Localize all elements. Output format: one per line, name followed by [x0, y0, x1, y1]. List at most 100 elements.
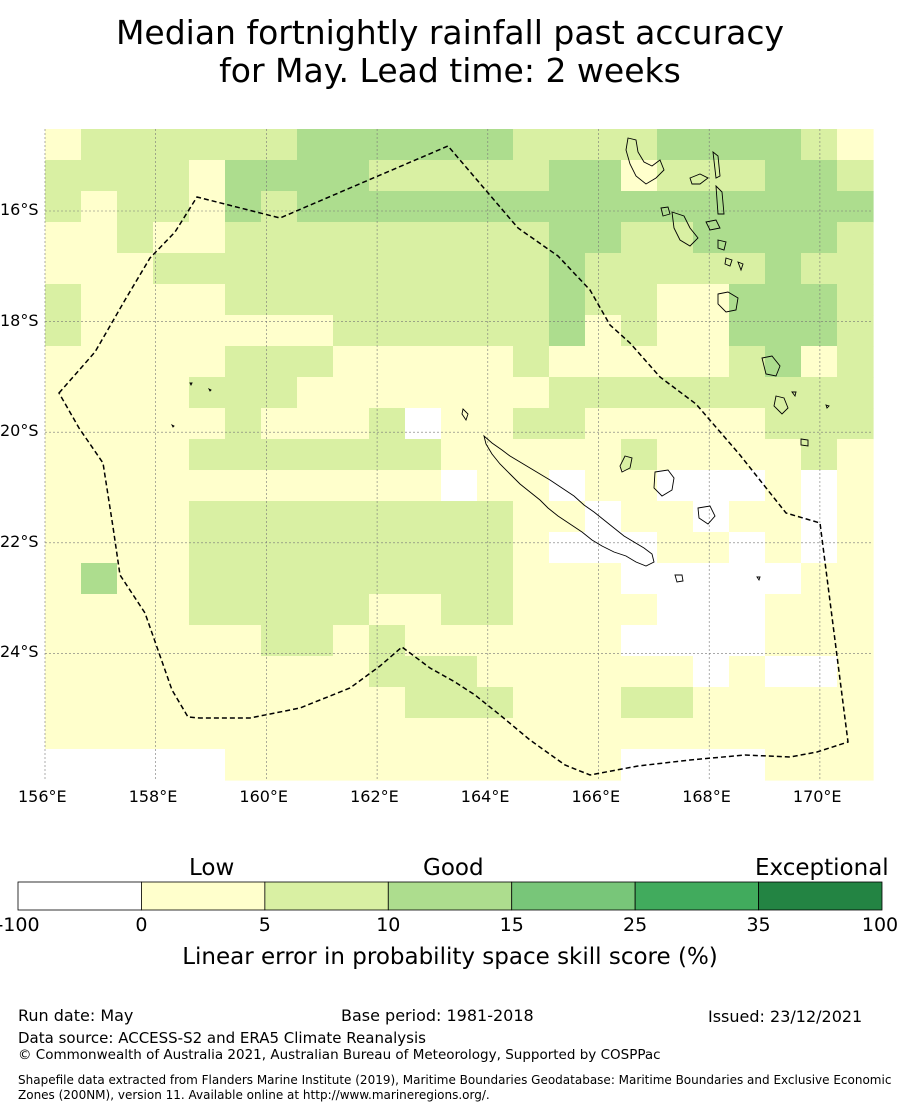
mare-outline — [697, 505, 716, 525]
skill-cell — [513, 408, 550, 440]
skill-cell — [801, 253, 838, 285]
x-tick-label: 166°E — [571, 787, 621, 806]
skill-cell — [45, 470, 82, 502]
skill-cell — [261, 191, 298, 223]
skill-cell — [369, 563, 406, 595]
skill-cell — [153, 718, 190, 750]
skill-cell — [837, 191, 874, 223]
ambae-outline — [689, 173, 709, 185]
skill-cell — [225, 563, 262, 595]
skill-cell — [657, 501, 694, 533]
skill-cell — [837, 470, 874, 502]
skill-cell — [621, 284, 658, 316]
skill-cell — [261, 160, 298, 192]
skill-cell — [765, 129, 802, 161]
skill-cell — [513, 532, 550, 564]
skill-cell — [657, 129, 694, 161]
graticule — [44, 129, 873, 780]
skill-cell — [81, 532, 118, 564]
skill-cell — [189, 625, 226, 657]
skill-cell — [513, 160, 550, 192]
chesterfield-islet-c — [170, 423, 175, 428]
y-tick-label: 22°S — [0, 531, 39, 551]
skill-cell — [837, 532, 874, 564]
skill-cell — [297, 284, 334, 316]
skill-cell — [225, 625, 262, 657]
skill-cell — [153, 284, 190, 316]
skill-cell — [225, 191, 262, 223]
skill-cell — [765, 346, 802, 378]
skill-cell — [513, 439, 550, 471]
skill-cell — [369, 439, 406, 471]
skill-cell — [801, 191, 838, 223]
colorbar-segment — [17, 881, 142, 911]
skill-cell — [153, 470, 190, 502]
skill-cell — [693, 160, 730, 192]
issued-date: Issued: 23/12/2021 — [708, 1007, 863, 1026]
skill-cell — [549, 656, 586, 688]
skill-cell — [729, 749, 766, 781]
skill-cell — [585, 532, 622, 564]
data-source: Data source: ACCESS-S2 and ERA5 Climate … — [18, 1029, 426, 1047]
skill-cell — [657, 160, 694, 192]
skill-cell — [657, 408, 694, 440]
skill-cell — [585, 222, 622, 254]
skill-cell — [45, 439, 82, 471]
skill-cell — [405, 594, 442, 626]
skill-cell — [369, 625, 406, 657]
skill-cell — [81, 718, 118, 750]
skill-cell — [621, 439, 658, 471]
skill-cell — [297, 129, 334, 161]
legend-category-low: Low — [189, 855, 235, 881]
skill-cell — [441, 346, 478, 378]
skill-cell — [621, 160, 658, 192]
skill-cell — [441, 594, 478, 626]
skill-cell — [153, 315, 190, 347]
skill-cell — [585, 377, 622, 409]
walpole-outline — [756, 576, 761, 582]
skill-cell — [81, 625, 118, 657]
small-islet-outline — [737, 261, 744, 272]
skill-cell — [333, 253, 370, 285]
skill-cell — [81, 160, 118, 192]
skill-cell — [657, 718, 694, 750]
skill-cell — [729, 129, 766, 161]
skill-cell — [45, 594, 82, 626]
chesterfield-islet-b — [207, 387, 212, 392]
skill-cell — [477, 284, 514, 316]
skill-cell — [693, 532, 730, 564]
colorbar-segment — [387, 881, 513, 911]
skill-cell — [261, 749, 298, 781]
skill-cell — [45, 129, 82, 161]
skill-cell — [297, 346, 334, 378]
skill-cell — [693, 470, 730, 502]
skill-cell — [189, 501, 226, 533]
skill-cell — [729, 253, 766, 285]
skill-cell — [261, 346, 298, 378]
skill-cell — [801, 532, 838, 564]
lifou-outline — [653, 469, 675, 497]
skill-cell — [225, 346, 262, 378]
aniwa-outline — [791, 391, 797, 398]
skill-cell — [117, 718, 154, 750]
copyright: © Commonwealth of Australia 2021, Austra… — [18, 1047, 661, 1063]
malekula-outline — [671, 211, 699, 247]
skill-cell — [261, 718, 298, 750]
skill-cell — [333, 284, 370, 316]
skill-cell — [765, 439, 802, 471]
skill-cell — [585, 191, 622, 223]
skill-cell — [693, 253, 730, 285]
skill-cell — [801, 346, 838, 378]
skill-cell — [117, 408, 154, 440]
skill-cell — [405, 470, 442, 502]
skill-cell — [801, 718, 838, 750]
skill-cell — [693, 687, 730, 719]
skill-cell — [117, 222, 154, 254]
skill-cell — [297, 749, 334, 781]
skill-cell — [261, 687, 298, 719]
epi-outline — [717, 239, 727, 251]
skill-cell — [81, 687, 118, 719]
skill-cell — [801, 656, 838, 688]
skill-cell — [513, 687, 550, 719]
skill-cell — [513, 377, 550, 409]
